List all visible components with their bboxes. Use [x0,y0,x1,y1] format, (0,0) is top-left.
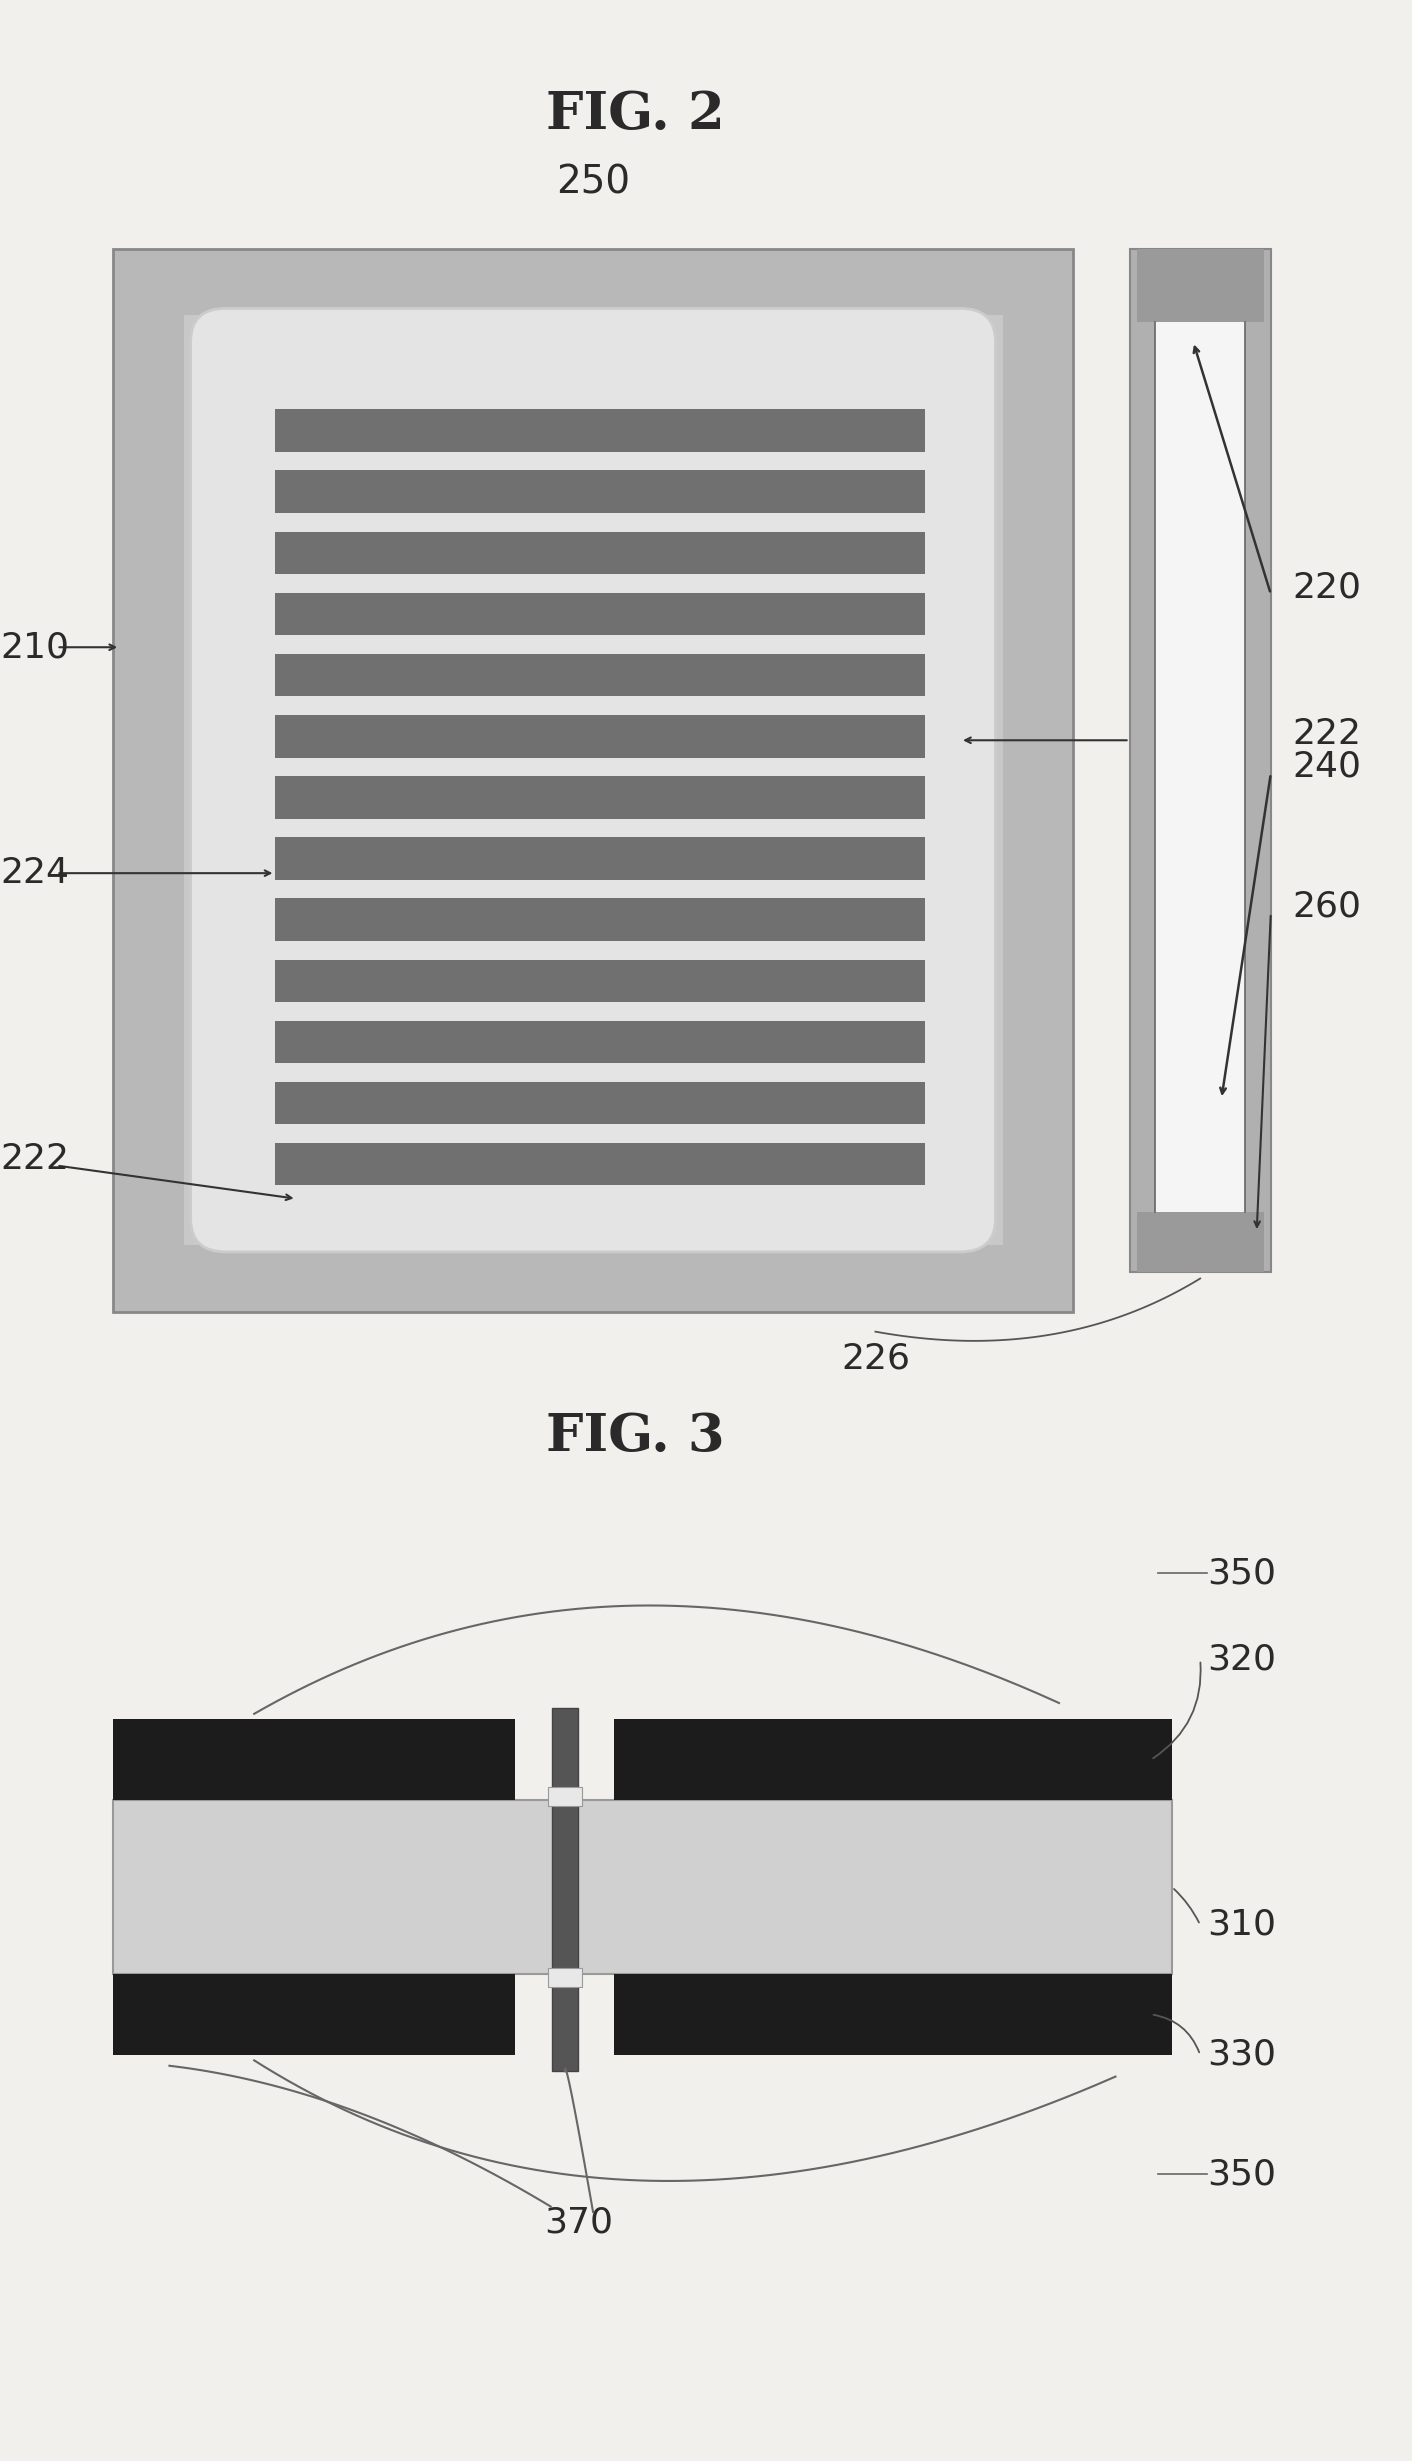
Text: 210: 210 [0,630,69,664]
Text: 370: 370 [545,2205,613,2240]
Bar [275,775,925,820]
FancyBboxPatch shape [191,308,995,1253]
Text: 310: 310 [1207,1907,1276,1942]
Text: 220: 220 [1292,571,1361,605]
Bar [113,1974,515,2055]
Bar [548,1787,582,1806]
FancyBboxPatch shape [113,249,1073,1312]
Bar [275,1021,925,1063]
Bar [113,1801,1172,1974]
FancyBboxPatch shape [184,315,1003,1245]
Bar [1155,322,1245,1213]
Text: 350: 350 [1207,1555,1276,1590]
Bar [275,716,925,758]
Text: 240: 240 [1292,751,1361,785]
Text: 250: 250 [556,162,630,202]
Bar [552,1708,578,2072]
Bar [275,532,925,573]
Bar [275,898,925,940]
Bar [1137,1213,1264,1272]
Text: 224: 224 [0,856,69,891]
Bar [275,593,925,635]
Bar [1245,322,1264,1213]
Bar [614,1974,1172,2055]
Bar [275,655,925,696]
Bar [1137,249,1264,322]
Bar [275,837,925,881]
Text: FIG. 3: FIG. 3 [546,1410,724,1462]
Bar [275,1142,925,1186]
Text: 260: 260 [1292,888,1361,923]
Text: 320: 320 [1207,1641,1276,1676]
Bar [275,409,925,453]
Text: 226: 226 [842,1341,909,1376]
Text: 330: 330 [1207,2038,1276,2072]
Bar [1137,322,1155,1213]
Bar [548,1969,582,1988]
Bar [614,1720,1172,1801]
Bar [1130,249,1271,1272]
Bar [275,960,925,1002]
Bar [275,1083,925,1125]
Text: 350: 350 [1207,2156,1276,2190]
Text: FIG. 2: FIG. 2 [546,89,724,140]
Bar [275,470,925,512]
Bar [113,1720,515,1801]
Text: 222: 222 [0,1142,69,1176]
Text: 222: 222 [1292,716,1361,751]
